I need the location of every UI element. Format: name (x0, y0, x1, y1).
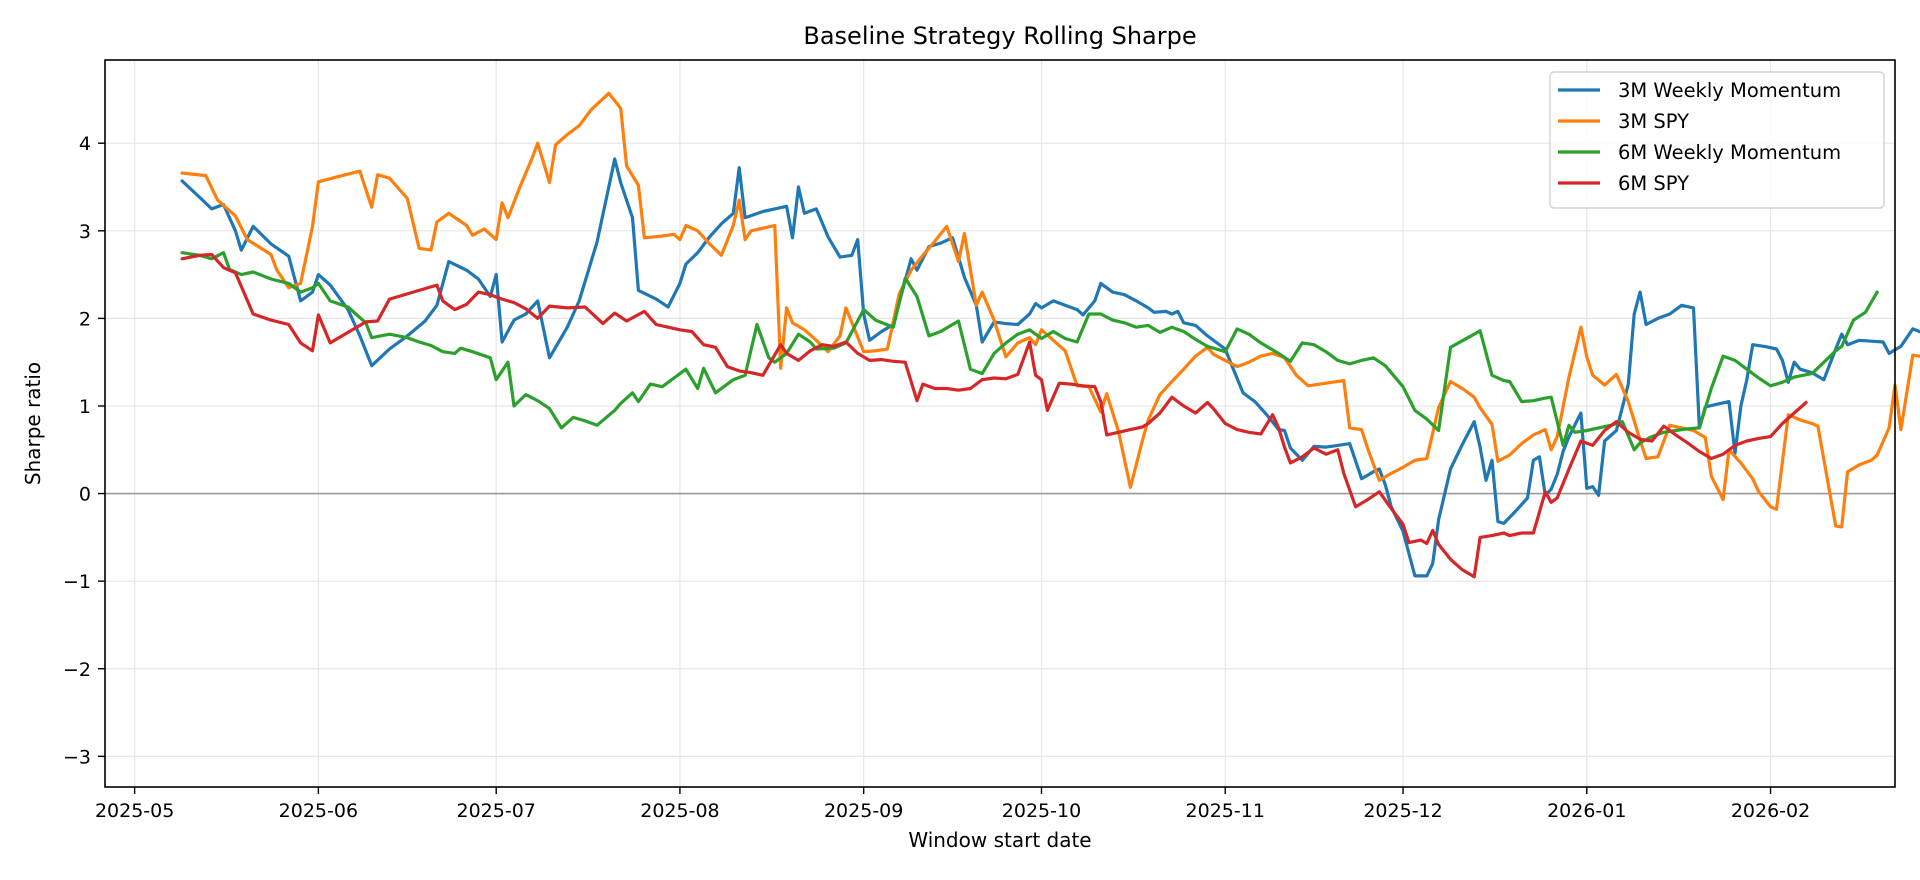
series-line-1 (180, 157, 1920, 578)
x-axis-ticks: 2025-05 2025-06 2025-07 2025-08 2025-09 2025-… (95, 787, 1810, 822)
x-tick-label: 2025-11 (1186, 800, 1265, 822)
x-tick-label: 2026-02 (1731, 800, 1810, 822)
series-line-4 (180, 252, 1808, 579)
x-axis-title: Window start date (908, 828, 1091, 852)
legend-box (1549, 71, 1885, 209)
x-tick-label: 2026-01 (1547, 800, 1626, 822)
x-tick-label: 2025-08 (640, 800, 719, 822)
chart-title: Baseline Strategy Rolling Sharpe (803, 22, 1196, 50)
y-tick-label: −1 (63, 571, 91, 593)
legend-label: 3M SPY (1618, 110, 1689, 133)
y-axis-title: Sharpe ratio (21, 362, 45, 485)
x-tick-label: 2025-05 (95, 800, 174, 822)
legend-label: 6M SPY (1618, 172, 1689, 195)
series-line-3 (180, 251, 1879, 452)
y-axis-ticks: −3 −2 −1 0 1 2 3 4 (63, 133, 105, 768)
y-tick-label: −3 (63, 746, 91, 768)
series-line-2 (180, 91, 1920, 529)
x-tick-label: 2025-06 (279, 800, 358, 822)
series-lines (180, 91, 1920, 579)
y-tick-label: 0 (79, 484, 91, 506)
x-tick-label: 2025-12 (1363, 800, 1442, 822)
legend-label: 3M Weekly Momentum (1618, 79, 1841, 102)
x-tick-label: 2025-10 (1002, 800, 1081, 822)
y-tick-label: 1 (79, 396, 91, 418)
legend: 3M Weekly Momentum 3M SPY 6M Weekly Moment… (1549, 71, 1885, 209)
plot-area-frame (104, 59, 1896, 788)
legend-label: 6M Weekly Momentum (1618, 141, 1841, 164)
x-tick-label: 2025-07 (456, 800, 535, 822)
y-tick-label: 2 (79, 308, 91, 330)
y-tick-label: 4 (79, 133, 91, 155)
y-tick-label: 3 (79, 221, 91, 243)
y-tick-label: −2 (63, 659, 91, 681)
x-tick-label: 2025-09 (824, 800, 903, 822)
